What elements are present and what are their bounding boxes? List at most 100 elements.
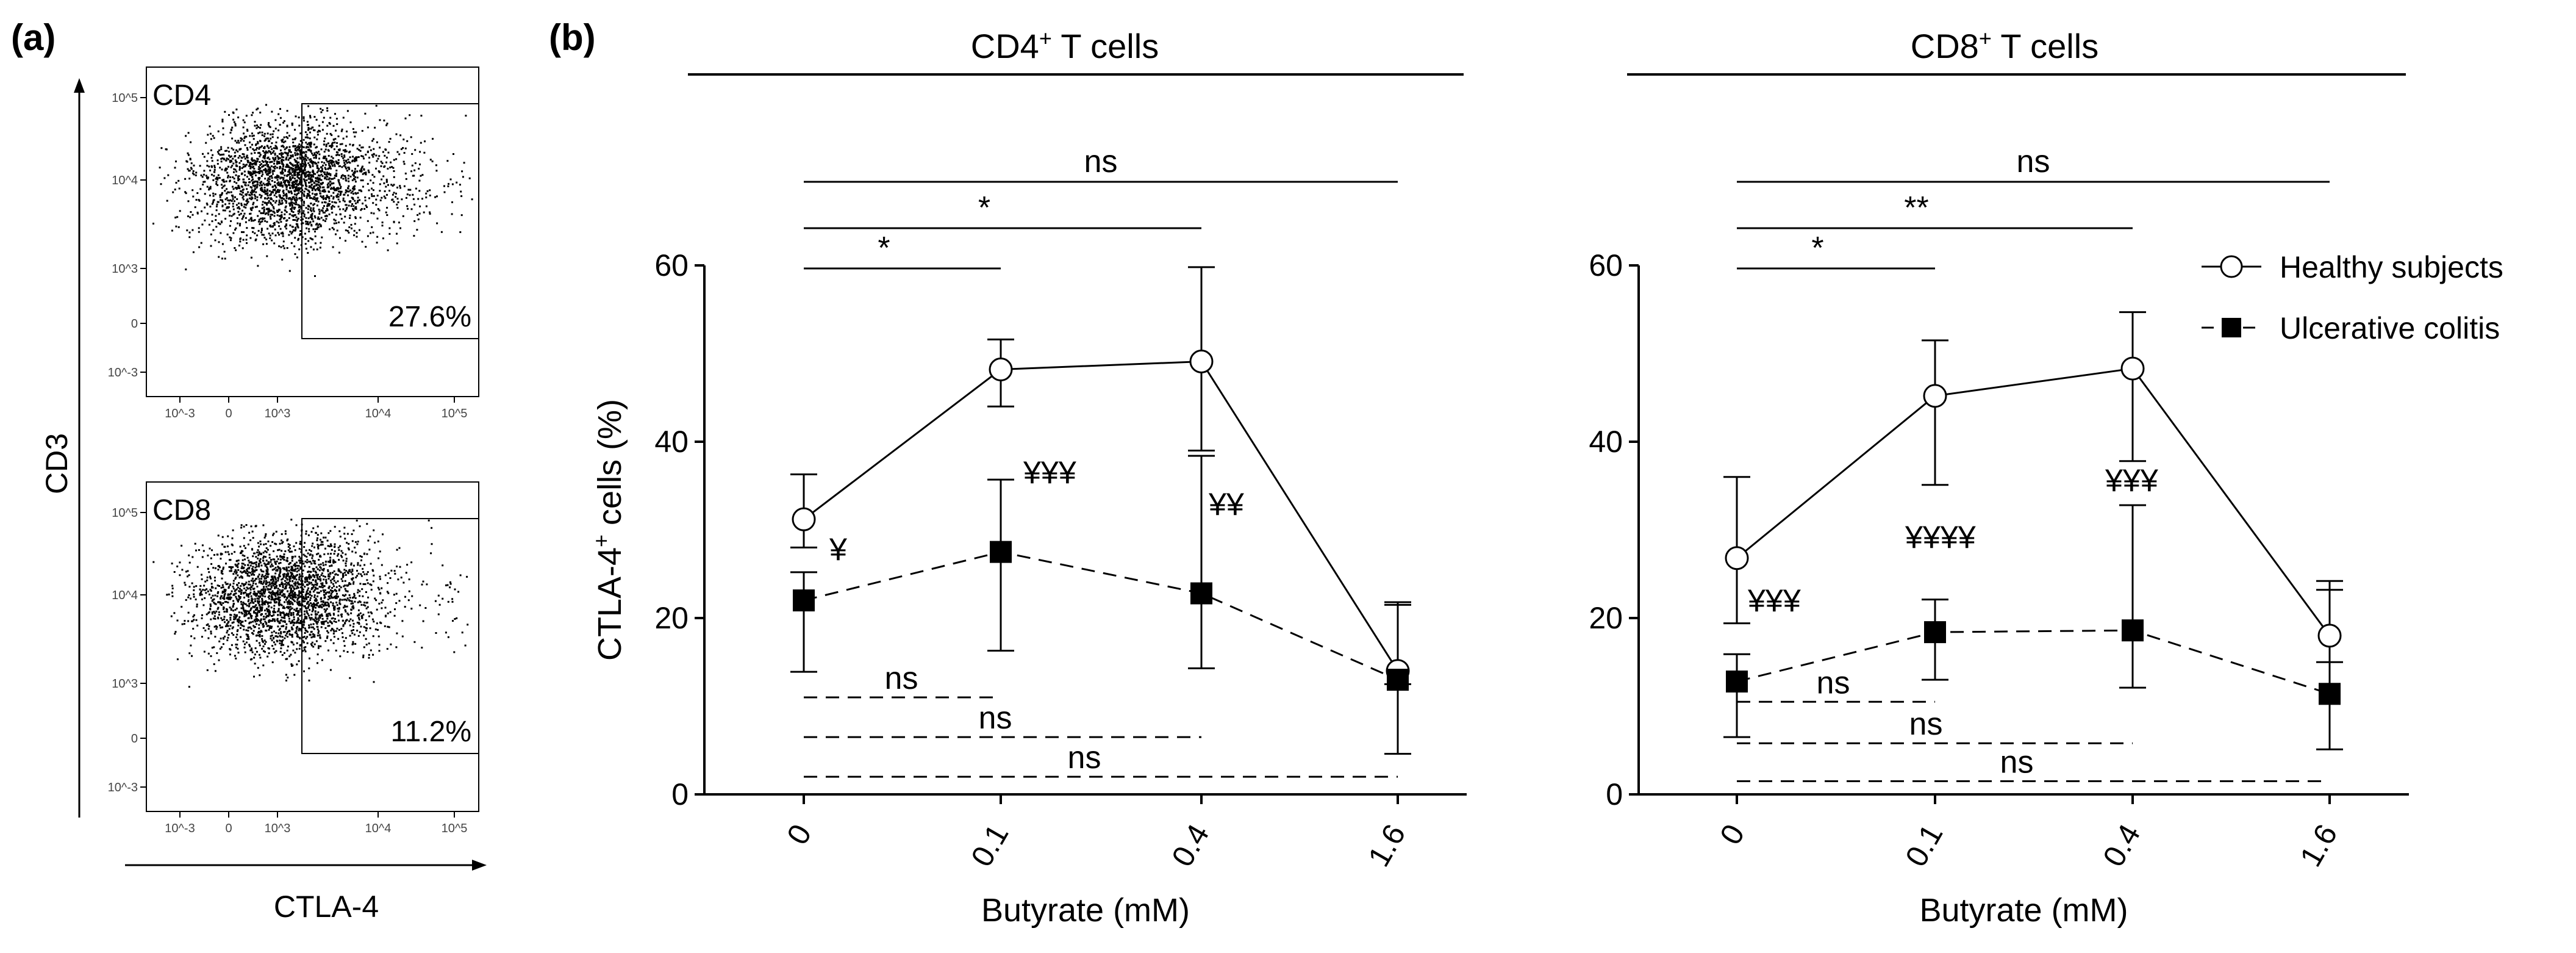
flow-event-dot: [304, 167, 306, 170]
flow-event-dot: [262, 581, 265, 584]
flow-event-dot: [352, 577, 354, 580]
flow-event-dot: [299, 170, 301, 172]
flow-event-dot: [363, 573, 366, 575]
flow-event-dot: [350, 224, 352, 226]
flow-event-dot: [351, 540, 354, 542]
flow-event-dot: [238, 206, 240, 208]
flow-event-dot: [325, 580, 327, 583]
flow-event-dot: [418, 179, 421, 182]
flow-event-dot: [287, 601, 290, 603]
flow-event-dot: [286, 601, 288, 603]
flow-event-dot: [285, 184, 287, 186]
flow-event-dot: [329, 669, 332, 671]
flow-event-dot: [253, 675, 255, 678]
flow-event-dot: [288, 550, 291, 553]
flow-event-dot: [285, 584, 288, 586]
flow-x-axis-label: CTLA-4: [274, 890, 379, 924]
flow-event-dot: [226, 583, 229, 585]
flow-event-dot: [316, 180, 318, 182]
flow-event-dot: [373, 176, 376, 178]
flow-event-dot: [331, 628, 334, 630]
flow-event-dot: [346, 590, 349, 592]
flow-event-dot: [273, 150, 275, 153]
flow-event-dot: [262, 645, 265, 647]
flow-event-dot: [227, 593, 229, 595]
flow-event-dot: [323, 151, 326, 153]
flow-event-dot: [279, 567, 281, 569]
flow-event-dot: [309, 158, 312, 160]
flow-event-dot: [401, 198, 403, 201]
flow-event-dot: [295, 160, 297, 162]
flow-event-dot: [366, 523, 368, 525]
flow-event-dot: [306, 591, 308, 593]
flow-event-dot: [223, 608, 224, 610]
flow-event-dot: [245, 547, 246, 549]
flow-event-dot: [263, 191, 266, 193]
flow-event-dot: [226, 168, 228, 170]
flow-event-dot: [248, 622, 251, 625]
flow-event-dot: [325, 620, 327, 622]
flow-event-dot: [315, 157, 317, 159]
flow-event-dot: [287, 615, 290, 617]
flow-event-dot: [317, 200, 320, 203]
flow-event-dot: [270, 615, 273, 617]
flow-event-dot: [277, 597, 280, 600]
flow-event-dot: [332, 617, 334, 619]
flow-event-dot: [242, 620, 244, 623]
flow-event-dot: [343, 162, 346, 164]
flow-event-dot: [238, 582, 240, 584]
flow-event-dot: [245, 206, 247, 209]
flow-event-dot: [360, 168, 362, 170]
flow-event-dot: [338, 588, 341, 591]
flow-event-dot: [281, 202, 284, 204]
flow-event-dot: [318, 124, 321, 127]
flow-event-dot: [384, 190, 386, 192]
flow-event-dot: [275, 530, 277, 533]
flow-event-dot: [294, 138, 296, 140]
flow-event-dot: [224, 635, 226, 638]
flow-event-dot: [349, 156, 351, 159]
flow-event-dot: [348, 226, 351, 228]
flow-event-dot: [285, 574, 288, 575]
flow-event-dot: [219, 624, 221, 627]
flow-event-dot: [311, 153, 313, 155]
flow-event-dot: [206, 588, 208, 591]
flow-event-dot: [327, 599, 329, 601]
flow-event-dot: [257, 132, 260, 134]
flow-event-dot: [296, 635, 298, 638]
flow-event-dot: [376, 242, 378, 244]
flow-event-dot: [176, 658, 179, 661]
flow-event-dot: [210, 583, 213, 585]
flow-event-dot: [312, 609, 314, 611]
flow-event-dot: [209, 547, 211, 550]
flow-event-dot: [327, 625, 329, 627]
flow-event-dot: [195, 619, 198, 621]
flow-event-dot: [317, 547, 320, 550]
flow-event-dot: [317, 595, 319, 597]
flow-event-dot: [243, 545, 245, 547]
flow-plot-frame: [146, 67, 479, 397]
flow-event-dot: [234, 570, 236, 573]
flow-event-dot: [263, 586, 265, 588]
flow-event-dot: [326, 604, 328, 606]
flow-event-dot: [270, 579, 272, 581]
flow-event-dot: [376, 608, 378, 611]
flow-event-dot: [375, 599, 377, 602]
flow-event-dot: [220, 595, 223, 597]
flow-event-dot: [254, 578, 257, 580]
flow-event-dot: [214, 193, 216, 195]
flow-event-dot: [202, 627, 205, 629]
flow-event-dot: [256, 607, 258, 610]
flow-event-dot: [235, 607, 238, 610]
flow-event-dot: [321, 121, 324, 123]
flow-event-dot: [387, 249, 389, 251]
flow-event-dot: [218, 153, 220, 155]
flow-event-dot: [222, 185, 224, 188]
flow-event-dot: [249, 135, 251, 137]
flow-event-dot: [327, 553, 329, 555]
flow-event-dot: [274, 651, 276, 653]
flow-event-dot: [282, 583, 284, 585]
flow-event-dot: [425, 205, 428, 207]
flow-event-dot: [235, 636, 237, 638]
flow-event-dot: [299, 541, 302, 543]
